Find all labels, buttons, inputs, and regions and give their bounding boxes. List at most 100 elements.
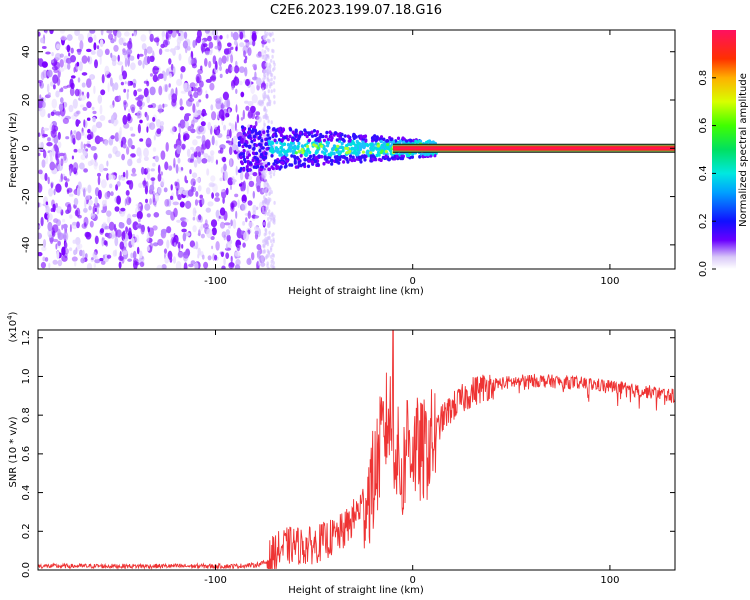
cluster-dot bbox=[237, 141, 241, 145]
cluster-hot-dot bbox=[345, 151, 349, 155]
noise-speckle bbox=[72, 162, 79, 172]
noise-speckle bbox=[192, 40, 196, 48]
cluster-dot bbox=[364, 139, 368, 143]
noise-speckle bbox=[261, 263, 264, 268]
cluster-dot bbox=[298, 131, 302, 135]
noise-speckle bbox=[201, 146, 205, 154]
noise-speckle bbox=[156, 128, 162, 135]
noise-speckle bbox=[109, 183, 113, 189]
noise-speckle bbox=[118, 174, 121, 181]
noise-speckle bbox=[74, 88, 80, 97]
noise-speckle bbox=[235, 46, 238, 52]
noise-speckle bbox=[232, 31, 239, 41]
cluster-dot bbox=[281, 127, 285, 131]
noise-speckle bbox=[72, 221, 77, 226]
noise-speckle bbox=[153, 212, 160, 218]
carrier-band bbox=[392, 144, 675, 153]
noise-speckle bbox=[192, 207, 197, 217]
noise-speckle bbox=[74, 30, 80, 36]
cluster-dot bbox=[248, 168, 252, 172]
noise-speckle bbox=[241, 200, 247, 211]
noise-speckle bbox=[205, 93, 209, 99]
cluster-dot bbox=[259, 167, 263, 172]
noise-speckle bbox=[84, 231, 91, 238]
noise-speckle bbox=[120, 207, 126, 212]
cluster-dot bbox=[291, 138, 295, 143]
noise-speckle bbox=[223, 124, 227, 131]
noise-speckle bbox=[265, 192, 268, 197]
noise-speckle bbox=[80, 141, 84, 151]
noise-speckle bbox=[60, 97, 64, 104]
noise-speckle bbox=[268, 250, 271, 255]
noise-speckle bbox=[127, 138, 133, 148]
noise-speckle bbox=[112, 82, 115, 92]
cluster-dot bbox=[264, 142, 268, 147]
cluster-dot bbox=[252, 125, 257, 129]
noise-speckle bbox=[68, 193, 74, 197]
noise-speckle bbox=[162, 103, 165, 109]
noise-speckle bbox=[146, 126, 149, 133]
noise-speckle bbox=[244, 66, 248, 77]
noise-speckle bbox=[64, 241, 68, 249]
cluster-dot bbox=[251, 129, 255, 134]
noise-speckle bbox=[84, 198, 87, 209]
noise-speckle bbox=[54, 53, 62, 61]
cluster-dot bbox=[429, 140, 433, 145]
noise-speckle bbox=[49, 161, 56, 171]
noise-speckle bbox=[226, 234, 231, 242]
noise-speckle bbox=[40, 37, 45, 44]
noise-speckle bbox=[239, 171, 244, 181]
noise-speckle bbox=[207, 121, 212, 131]
cluster-dot bbox=[385, 139, 389, 143]
noise-speckle bbox=[125, 190, 130, 196]
cluster-dot bbox=[335, 159, 339, 164]
noise-speckle bbox=[39, 94, 42, 101]
noise-speckle bbox=[111, 55, 117, 62]
noise-speckle bbox=[130, 252, 134, 259]
noise-speckle bbox=[137, 123, 141, 134]
cluster-dot bbox=[286, 137, 290, 142]
noise-speckle bbox=[263, 244, 266, 249]
noise-speckle bbox=[226, 47, 232, 55]
noise-speckle bbox=[63, 176, 67, 181]
noise-speckle bbox=[47, 176, 50, 185]
cluster-dot bbox=[255, 157, 260, 162]
noise-speckle bbox=[94, 207, 97, 212]
noise-speckle bbox=[272, 37, 275, 42]
noise-speckle bbox=[114, 82, 119, 91]
noise-speckle bbox=[86, 140, 91, 145]
noise-speckle bbox=[115, 119, 119, 125]
noise-speckle bbox=[268, 185, 271, 190]
cluster-dot bbox=[370, 136, 375, 140]
noise-speckle bbox=[228, 224, 231, 229]
noise-speckle bbox=[256, 244, 262, 251]
cluster-dot bbox=[251, 151, 255, 155]
noise-speckle bbox=[46, 69, 53, 78]
cluster-dot bbox=[258, 135, 262, 140]
cluster-dot bbox=[345, 157, 349, 162]
noise-speckle bbox=[67, 203, 72, 214]
noise-speckle bbox=[99, 104, 103, 115]
noise-speckle bbox=[196, 135, 202, 139]
noise-speckle bbox=[171, 93, 177, 104]
cluster-dot bbox=[399, 156, 403, 161]
noise-speckle bbox=[266, 115, 269, 120]
cluster-dot bbox=[307, 159, 311, 163]
noise-speckle bbox=[271, 243, 274, 248]
noise-speckle bbox=[137, 225, 144, 229]
cluster-hot-dot bbox=[300, 147, 304, 152]
noise-speckle bbox=[254, 120, 258, 127]
noise-speckle bbox=[97, 189, 102, 200]
cluster-dot bbox=[264, 151, 268, 156]
cluster-dot bbox=[350, 146, 354, 151]
noise-speckle bbox=[175, 181, 180, 191]
cluster-dot bbox=[252, 147, 256, 151]
noise-speckle bbox=[201, 115, 204, 121]
noise-speckle bbox=[71, 134, 76, 144]
noise-speckle bbox=[58, 67, 65, 72]
noise-speckle bbox=[228, 63, 233, 74]
cluster-dot bbox=[321, 134, 325, 139]
noise-speckle bbox=[148, 30, 152, 35]
noise-speckle bbox=[170, 63, 174, 71]
noise-speckle bbox=[212, 55, 217, 65]
